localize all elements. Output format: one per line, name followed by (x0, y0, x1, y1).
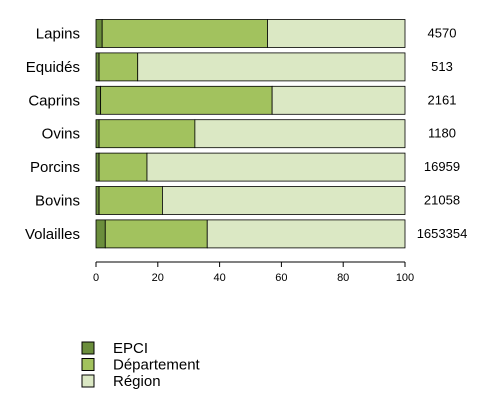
x-tick-label: 20 (152, 272, 164, 284)
bar-segment-porcins-2 (146, 152, 406, 182)
legend-swatch (81, 341, 95, 355)
category-label: Volailles (25, 226, 80, 243)
bar-segment-bovins-2 (162, 186, 406, 215)
category-label: Lapins (36, 26, 80, 43)
category-label: Ovins (42, 126, 80, 143)
category-labels: Lapins Equidés Caprins Ovins Porcins Bovins Vo… (25, 26, 80, 243)
legend-label: Département (113, 357, 201, 374)
x-tick-label: 60 (275, 272, 287, 284)
x-axis: 0 20 40 60 80 100 (93, 261, 414, 284)
bar-segment-equidés-2 (137, 52, 406, 82)
legend-label: EPCI (113, 340, 148, 357)
bar-segment-volailles-2 (206, 219, 406, 249)
category-label: Caprins (28, 92, 80, 109)
bar-segment-ovins-0 (95, 119, 100, 149)
count-label: 4570 (428, 26, 457, 41)
x-tick-label: 40 (213, 272, 225, 284)
bar-segment-equidés-1 (98, 52, 139, 82)
legend-swatch (81, 358, 95, 371)
category-label: Porcins (30, 159, 80, 176)
bar-segment-ovins-2 (194, 119, 406, 149)
legend-swatch (81, 374, 95, 388)
bar-segment-lapins-2 (267, 19, 406, 48)
count-label: 1653354 (417, 226, 468, 241)
bars-group (95, 19, 406, 249)
count-labels: 4570 513 2161 1180 16959 21058 1653354 (417, 26, 468, 241)
count-label: 21058 (424, 193, 460, 208)
bar-segment-bovins-1 (98, 186, 163, 215)
category-label: Equidés (26, 59, 80, 76)
count-label: 16959 (424, 159, 460, 174)
bar-segment-caprins-0 (95, 85, 102, 115)
x-tick-label: 0 (93, 272, 99, 284)
bar-segment-volailles-0 (95, 219, 106, 249)
bar-segment-ovins-1 (98, 119, 196, 149)
bar-segment-volailles-1 (104, 219, 208, 249)
bar-segment-equidés-0 (95, 52, 100, 82)
bar-segment-porcins-0 (95, 152, 100, 182)
x-tick-label: 100 (396, 272, 414, 284)
legend-label: Région (113, 373, 161, 390)
bar-segment-porcins-1 (98, 152, 148, 182)
bar-segment-caprins-2 (271, 85, 406, 115)
count-label: 513 (431, 59, 453, 74)
category-label: Bovins (35, 193, 80, 210)
bar-segment-lapins-1 (101, 19, 268, 48)
count-label: 1180 (428, 126, 456, 141)
x-tick-label: 80 (337, 272, 349, 284)
bar-segment-bovins-0 (95, 186, 100, 215)
bar-segment-caprins-1 (100, 85, 273, 115)
count-label: 2161 (428, 92, 457, 107)
bar-segment-lapins-0 (95, 19, 103, 48)
